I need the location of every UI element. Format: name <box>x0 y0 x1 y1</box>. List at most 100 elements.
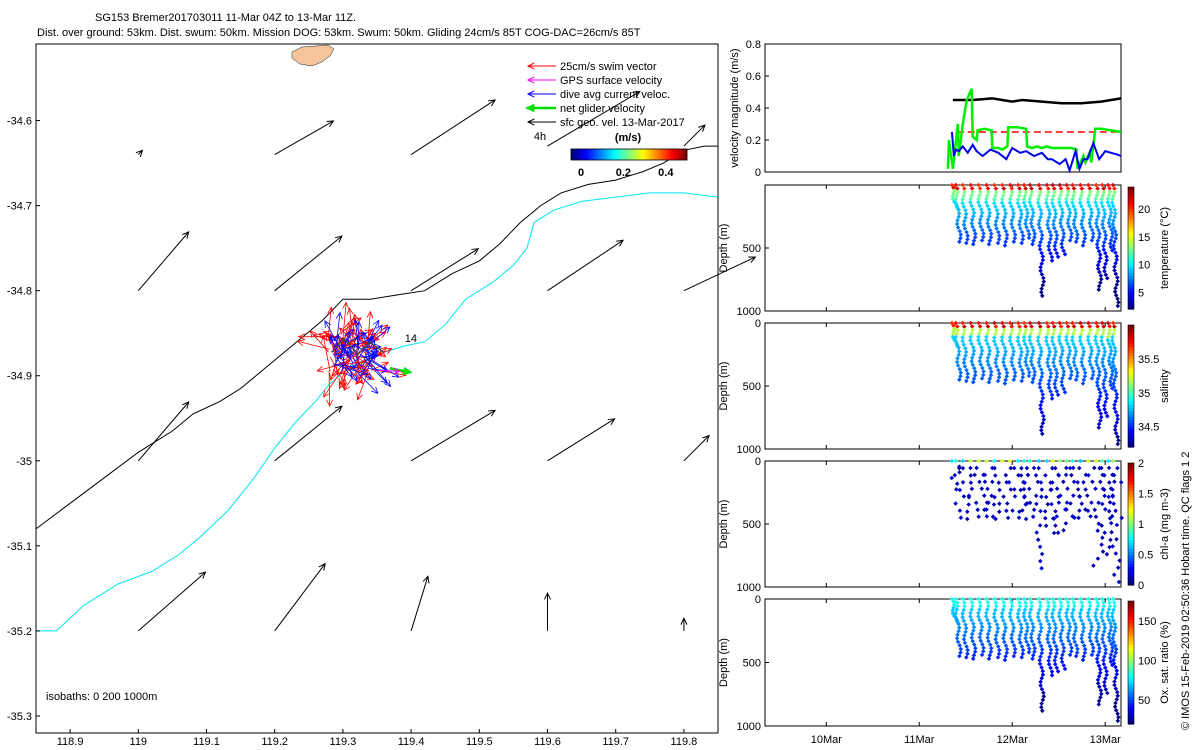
geo-vector-17 <box>410 576 429 632</box>
colorbar-cell <box>613 149 616 160</box>
profile-marker <box>1114 672 1120 677</box>
profile-marker <box>1059 245 1065 250</box>
profile-marker <box>1112 207 1118 213</box>
profile-marker <box>1070 182 1075 188</box>
profile-marker <box>1100 218 1106 224</box>
profile-marker <box>1059 383 1065 388</box>
profile-marker <box>1065 331 1070 336</box>
profile-marker <box>1002 629 1008 634</box>
profile-marker <box>976 320 981 326</box>
profile-marker <box>973 500 979 506</box>
profile-marker <box>1080 381 1086 386</box>
profile-marker <box>1026 373 1032 379</box>
profile-marker <box>1051 193 1056 199</box>
colorbar-cell <box>637 149 640 160</box>
profile-marker <box>1107 603 1113 609</box>
profile-marker <box>1049 258 1055 263</box>
profile-marker <box>986 352 992 357</box>
geo-vector-4-head <box>698 124 706 132</box>
profile-marker <box>961 360 967 366</box>
section-colorbar-cell <box>1128 662 1134 667</box>
profile-marker <box>1039 424 1044 429</box>
profile-marker <box>1020 371 1026 376</box>
profile-marker <box>996 644 1001 649</box>
profile-marker <box>1053 509 1058 514</box>
profile-marker <box>1104 669 1109 674</box>
profile-marker <box>1093 200 1098 205</box>
profile-marker <box>1021 596 1027 602</box>
profile-marker <box>1055 254 1061 260</box>
profile-marker <box>1045 618 1050 624</box>
profile-marker <box>1070 458 1075 464</box>
profile-marker <box>1049 254 1055 260</box>
section-colorbar-label: temperature (°C) <box>1159 207 1171 289</box>
dac-vector-head <box>366 335 374 344</box>
section-colorbar-cell <box>1128 487 1134 492</box>
colorbar-cell <box>677 149 680 160</box>
geo-vector-16-head <box>318 562 326 571</box>
section-colorbar-cell <box>1128 517 1134 522</box>
profile-marker <box>1087 217 1093 222</box>
swim-vector-head <box>381 361 390 369</box>
profile-marker <box>1029 217 1034 223</box>
profile-marker <box>1049 487 1054 492</box>
profile-marker <box>1083 507 1088 512</box>
profile-marker <box>1079 359 1084 365</box>
section-colorbar-tick: 0.5 <box>1138 550 1153 562</box>
profile-marker <box>1095 376 1101 382</box>
land-island <box>291 44 335 67</box>
profile-marker <box>1054 233 1060 238</box>
profile-marker <box>1027 646 1032 652</box>
profile-marker <box>1102 473 1107 478</box>
section-colorbar-cell <box>1128 275 1134 280</box>
profile-marker <box>1096 663 1102 669</box>
profile-marker <box>1018 487 1023 493</box>
profile-marker <box>979 376 985 381</box>
profile-marker <box>1095 327 1101 333</box>
colorbar-tick-label: 0.2 <box>616 167 631 179</box>
swim-vector-head <box>355 361 363 370</box>
section-colorbar-cell <box>1128 346 1134 350</box>
profile-marker <box>1108 375 1114 381</box>
section-colorbar-cell <box>1128 410 1134 415</box>
profile-marker <box>1032 373 1037 378</box>
velocity-series <box>950 131 1122 174</box>
profile-marker <box>1007 458 1013 464</box>
profile-marker <box>1019 378 1024 384</box>
profile-marker <box>1029 603 1035 609</box>
profile-marker <box>1108 213 1113 219</box>
profile-marker <box>1036 335 1041 340</box>
profile-marker <box>992 611 997 616</box>
dac-vector-head <box>347 328 354 336</box>
section-colorbar-cell <box>1128 690 1134 694</box>
profile-marker <box>979 351 984 357</box>
profile-marker <box>1069 472 1074 478</box>
profile-marker <box>1095 214 1101 219</box>
profile-marker <box>1090 372 1096 378</box>
profile-marker <box>1051 331 1056 337</box>
section-colorbar-cell <box>1128 337 1134 341</box>
profile-marker <box>1094 331 1100 336</box>
profile-marker <box>1048 647 1054 653</box>
legend-label: dive avg current veloc. <box>560 89 670 101</box>
profile-marker <box>1070 596 1075 602</box>
profile-marker <box>1099 596 1105 602</box>
profile-marker <box>1027 320 1033 326</box>
profile-marker <box>1071 324 1077 329</box>
profile-marker <box>1105 596 1111 602</box>
profile-marker <box>1056 614 1062 619</box>
profile-marker <box>989 369 994 375</box>
profile-marker <box>1031 624 1036 630</box>
profile-marker <box>1060 348 1065 353</box>
profile-marker <box>1114 522 1120 528</box>
profile-marker <box>1100 193 1106 199</box>
profile-marker <box>1054 374 1059 380</box>
profile-marker <box>1015 320 1021 326</box>
dac-vector-head <box>361 331 368 339</box>
profile-marker <box>1093 596 1099 602</box>
date-tick-label: 11Mar <box>904 734 935 746</box>
profile-marker <box>985 355 991 361</box>
profile-marker <box>1028 635 1034 640</box>
profile-marker <box>1077 196 1083 202</box>
profile-marker <box>961 331 966 337</box>
